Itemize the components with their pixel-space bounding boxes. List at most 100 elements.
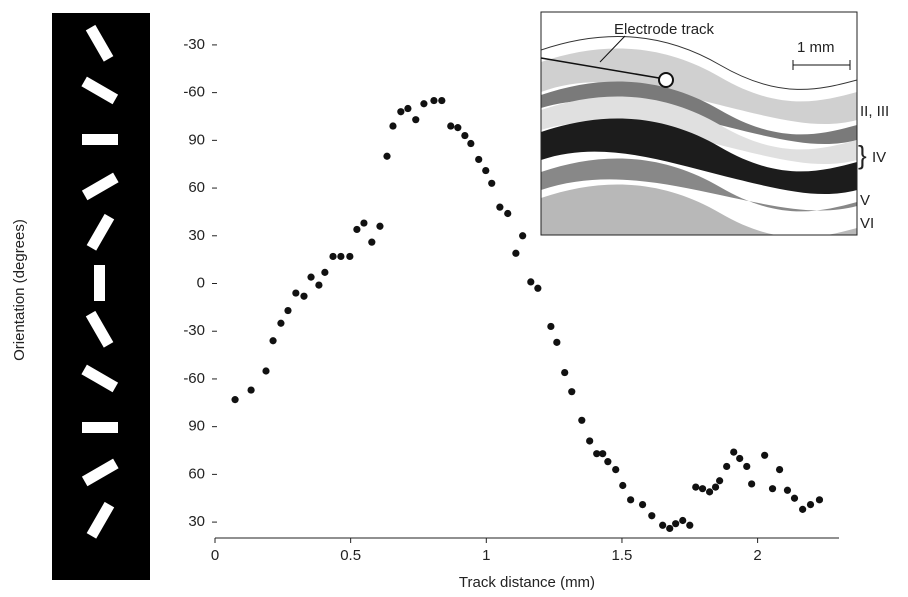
data-point (337, 252, 345, 261)
data-point (496, 203, 504, 211)
y-tick-label: 90 (188, 418, 205, 435)
data-point (743, 462, 751, 471)
data-point (467, 139, 475, 148)
orientation-bar (81, 364, 119, 393)
data-point (376, 222, 384, 230)
data-point (578, 416, 586, 424)
data-point (604, 458, 612, 466)
data-point (527, 278, 535, 286)
layer (541, 96, 857, 165)
annotation: 1 mm (797, 39, 835, 56)
data-point (321, 268, 329, 276)
data-point (262, 367, 270, 375)
data-point (383, 152, 391, 160)
data-point (705, 488, 714, 496)
orientation-bar (81, 172, 119, 201)
data-point (488, 179, 496, 187)
data-point (692, 483, 700, 491)
data-point (307, 273, 315, 281)
data-point (553, 338, 561, 346)
x-tick-label: 0 (211, 547, 219, 564)
data-point (420, 100, 428, 108)
data-point (748, 480, 756, 488)
data-point (438, 96, 446, 105)
data-point (360, 219, 368, 227)
orientation-bar (82, 134, 118, 145)
data-point (599, 450, 607, 458)
x-tick-label: 0.5 (340, 547, 361, 564)
data-point (790, 494, 799, 502)
orientation-bar (82, 422, 118, 433)
electrode-track (540, 57, 660, 79)
data-point (430, 96, 438, 105)
data-point (648, 512, 656, 520)
orientation-bar (85, 24, 114, 62)
y-axis-label: Orientation (degrees) (11, 219, 28, 361)
inset-frame (540, 11, 858, 236)
data-point (638, 500, 647, 509)
data-point (716, 477, 724, 485)
data-point (619, 481, 627, 490)
y-tick-label: 60 (188, 179, 205, 196)
data-point (292, 289, 300, 297)
inset: Electrode track 1 mm II, III } IV V VI (540, 11, 889, 236)
layer (541, 48, 857, 125)
data-point (799, 505, 807, 513)
data-point (454, 124, 462, 132)
data-point (586, 437, 594, 445)
data-point (461, 131, 469, 140)
annotation: V (860, 192, 870, 209)
data-point (568, 388, 576, 396)
x-axis-label: Track distance (mm) (459, 574, 595, 591)
data-point (627, 496, 635, 504)
data-point (659, 521, 667, 529)
layer (541, 158, 857, 212)
layer (541, 118, 857, 195)
data-point (412, 116, 420, 124)
data-point (711, 483, 720, 491)
data-point (269, 337, 277, 345)
data-point (679, 516, 687, 525)
data-point (612, 466, 620, 474)
data-point (447, 122, 455, 130)
data-point (723, 462, 731, 471)
data-point (368, 238, 376, 246)
surface-line (541, 35, 857, 90)
data-point (482, 166, 490, 175)
brace: } (858, 140, 867, 170)
data-point (346, 252, 354, 261)
y-tick-label: -60 (183, 84, 205, 101)
annotation: II, III (860, 103, 889, 120)
data-point (404, 104, 412, 113)
y-tick-label: 0 (197, 274, 205, 291)
data-point (736, 454, 744, 463)
data-point (534, 284, 542, 292)
data-point (504, 209, 512, 218)
data-point (730, 448, 738, 456)
orientation-bar (86, 213, 115, 251)
data-point (329, 252, 337, 261)
y-tick-label: -30 (183, 36, 205, 53)
orientation-bar (81, 76, 119, 105)
x-tick-label: 1.5 (612, 547, 633, 564)
data-point (775, 466, 784, 474)
orientation-bar (81, 458, 119, 487)
data-point (593, 450, 601, 458)
data-point (247, 386, 255, 394)
data-point (284, 306, 292, 315)
y-tick-label: -60 (183, 370, 205, 387)
annotation: Electrode track (614, 21, 715, 38)
data-point (300, 292, 308, 300)
annotation: IV (872, 149, 886, 166)
electrode-tip (658, 72, 674, 88)
orientation-bar (85, 310, 114, 348)
layer (541, 184, 857, 235)
data-point (512, 249, 520, 257)
data-point (475, 155, 483, 164)
data-point (698, 485, 707, 493)
orientation-bar (86, 501, 115, 539)
data-point (231, 396, 239, 404)
data-point (389, 122, 397, 130)
data-point (783, 486, 792, 494)
orientation-bar (94, 265, 105, 301)
